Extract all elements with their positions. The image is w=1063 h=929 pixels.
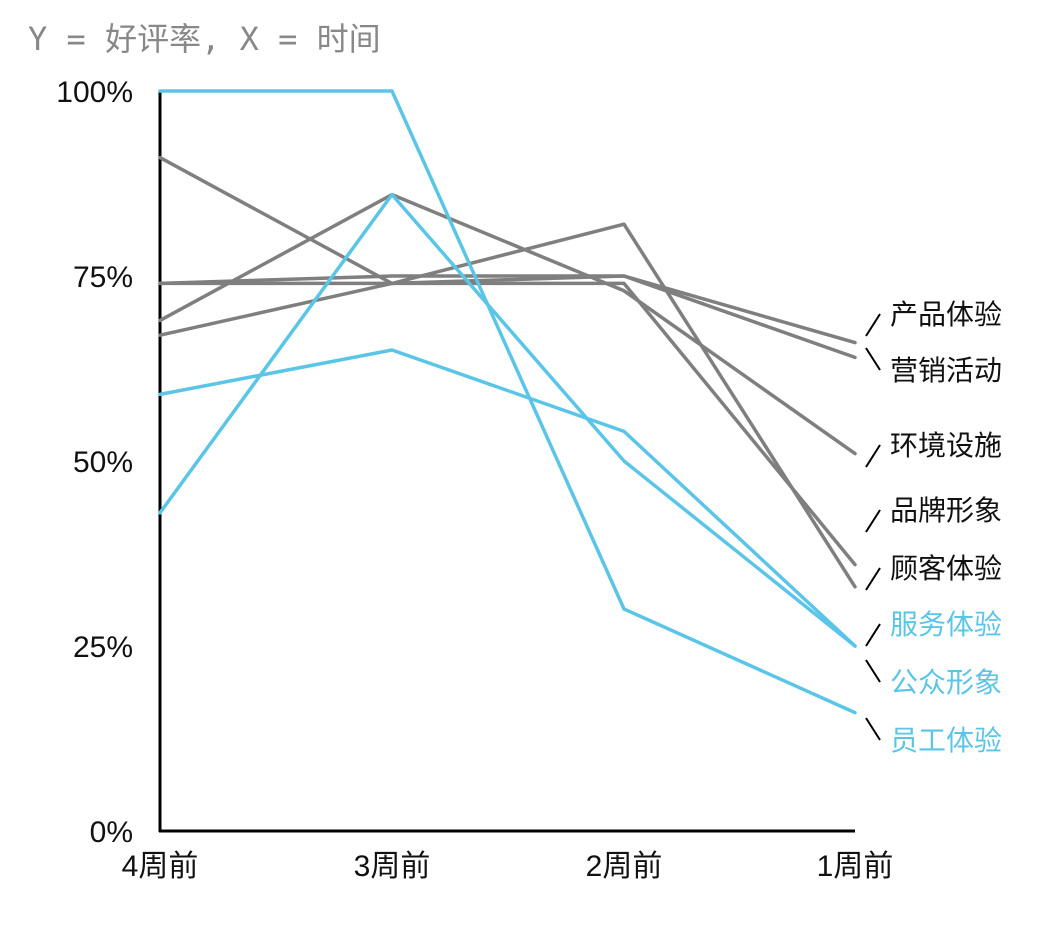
series-line — [158, 89, 857, 715]
series-line — [158, 274, 857, 360]
label-leader-line — [865, 659, 881, 683]
label-leader-line — [865, 567, 881, 591]
x-tick-label: 2周前 — [586, 850, 663, 883]
y-tick-label: 50% — [73, 446, 133, 479]
x-tick-label: 4周前 — [122, 850, 199, 883]
series-label: 营销活动 — [890, 354, 1002, 387]
series-label: 环境设施 — [890, 429, 1002, 462]
label-leader-line — [865, 347, 881, 371]
x-tick-label: 3周前 — [354, 850, 431, 883]
series-label: 品牌形象 — [890, 494, 1002, 527]
series-label: 公众形象 — [890, 666, 1002, 699]
chart-title: Y = 好评率, X = 时间 — [28, 20, 381, 58]
y-tick-label: 0% — [90, 816, 133, 849]
series-line — [158, 274, 857, 345]
series-label: 员工体验 — [890, 724, 1002, 757]
axes: 0% 25% 50% 75% 100% 4周前 3周前 2周前 1周前 — [56, 76, 893, 883]
label-leader-line — [865, 444, 881, 468]
y-tick-label: 75% — [73, 261, 133, 294]
series-line — [158, 192, 857, 456]
series-label: 顾客体验 — [890, 552, 1002, 585]
series-label: 服务体验 — [890, 608, 1002, 641]
y-tick-label: 25% — [73, 631, 133, 664]
series-line — [158, 155, 857, 567]
series-line — [158, 348, 857, 648]
label-leader-line — [865, 313, 881, 337]
label-leader-line — [865, 623, 881, 647]
label-leader-line — [865, 717, 881, 741]
x-tick-label: 1周前 — [817, 850, 894, 883]
label-leader-line — [865, 509, 881, 533]
y-tick-label: 100% — [56, 76, 133, 109]
series-line — [158, 192, 857, 648]
series-label: 产品体验 — [890, 298, 1002, 331]
series-line — [158, 222, 857, 589]
series-lines — [158, 89, 857, 715]
